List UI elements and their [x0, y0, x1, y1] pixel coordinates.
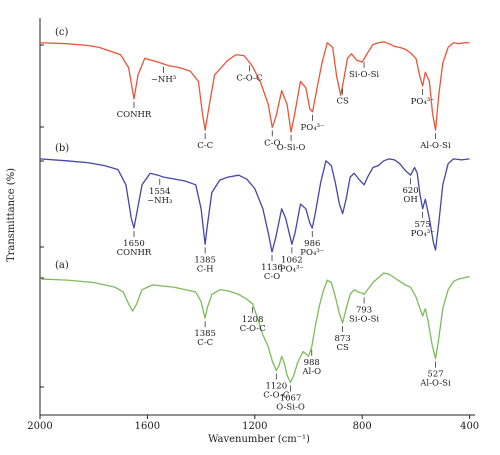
series-label: (c) — [55, 27, 69, 38]
annotation-label: 1120 — [265, 382, 287, 392]
x-axis-label: Wavenumber (cm⁻¹) — [208, 434, 310, 445]
plot-frame — [39, 18, 475, 416]
annotation-label: 1554 — [149, 187, 171, 197]
series-label: (a) — [55, 260, 69, 271]
annotation-label: 1062 — [281, 255, 303, 265]
annotation-label: ~NH₃ — [147, 196, 172, 206]
annotation-label: 988 — [304, 358, 320, 368]
x-ticks: 2000 1600 1200 800 400 — [27, 415, 479, 432]
x-tick-label: 400 — [460, 421, 479, 432]
annotation-label: Si-O-Si — [349, 314, 379, 324]
annotation-label: PO₄³⁻ — [300, 248, 324, 258]
x-tick-label: 800 — [353, 421, 372, 432]
annotation-label: C-O-C — [236, 73, 262, 83]
series-line — [39, 41, 470, 133]
annotation-label: 1650 — [123, 239, 145, 249]
annotation-label: C-C — [197, 141, 213, 151]
annotation-label: O-Si-O — [277, 143, 306, 153]
annotation-label: Si-O-Si — [349, 70, 379, 80]
series-group: (c) (b) (a) — [39, 27, 470, 384]
annotation-label: 1385 — [194, 329, 216, 339]
annotation-label: C-O — [264, 138, 280, 148]
annotation-label: OH — [403, 195, 417, 205]
annotation-label: CS — [336, 343, 349, 353]
x-tick-label: 2000 — [27, 421, 52, 432]
annotation-label: 527 — [427, 370, 443, 380]
annotation-label: 986 — [304, 239, 320, 249]
annotation-label: 1136 — [261, 263, 283, 273]
annotation-label: CS — [336, 97, 349, 107]
y-ticks — [40, 44, 44, 388]
annotation-label: O-Si-O — [276, 402, 305, 412]
annotation-label: 793 — [356, 305, 372, 315]
annotation-label: 1067 — [280, 393, 302, 403]
annotations-group: CONHR~NH³C-CC-O-CC-OO-Si-OPO₄³⁻CSSi-O-Si… — [117, 61, 451, 412]
annotation-label: 1385 — [194, 255, 216, 265]
x-tick-label: 1200 — [242, 421, 267, 432]
annotation-label: PO₄³⁻ — [301, 123, 325, 133]
annotation-label: 575 — [415, 220, 431, 230]
annotation-label: Al-O-Si — [419, 141, 451, 151]
annotation-label: C-O — [264, 272, 280, 282]
annotation-label: CONHR — [117, 110, 152, 120]
series-label: (b) — [55, 143, 69, 154]
y-axis-label: Transmittance (%) — [6, 168, 17, 262]
annotation-label: PO₄³⁻ — [411, 97, 435, 107]
annotation-label: Al-O — [301, 367, 321, 377]
x-tick-label: 1600 — [135, 421, 160, 432]
annotation-label: CONHR — [117, 248, 152, 258]
annotation-label: C-O-C — [263, 391, 289, 401]
annotation-label: 1208 — [242, 315, 264, 325]
annotation-label: PO₄³⁻ — [280, 264, 304, 274]
annotation-label: C-C — [197, 338, 213, 348]
annotation-label: 873 — [335, 334, 351, 344]
series-line — [39, 272, 470, 384]
annotation-label: C-H — [197, 264, 214, 274]
series-line — [39, 158, 470, 253]
annotation-label: PO₄³⁻ — [411, 229, 435, 239]
annotation-label: ~NH³ — [151, 75, 176, 85]
annotation-label: 620 — [402, 186, 418, 196]
annotation-label: C-O-C — [240, 324, 266, 334]
annotation-label: Al-O-Si — [419, 379, 451, 389]
